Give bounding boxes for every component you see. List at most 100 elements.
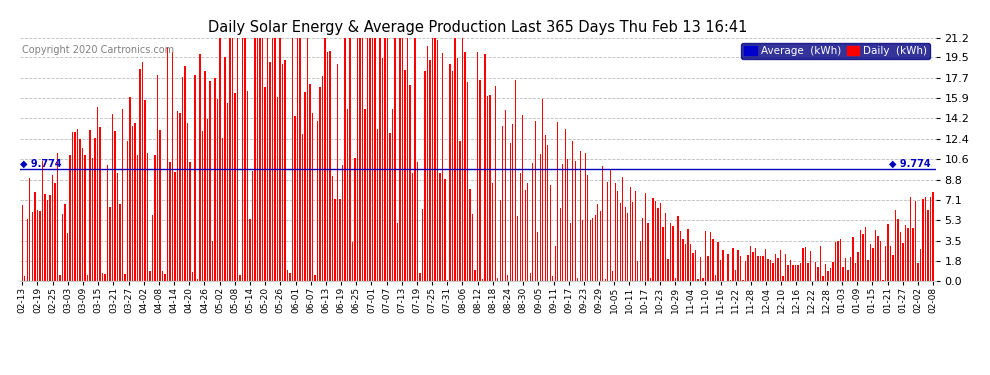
Bar: [913, 228, 914, 281]
Bar: [332, 176, 334, 281]
Bar: [562, 164, 563, 281]
Bar: [264, 87, 265, 281]
Bar: [452, 71, 453, 281]
Bar: [877, 236, 879, 281]
Bar: [66, 233, 68, 281]
Bar: [289, 273, 291, 281]
Bar: [34, 192, 36, 281]
Bar: [45, 194, 46, 281]
Bar: [140, 69, 141, 281]
Bar: [497, 278, 498, 281]
Bar: [692, 253, 694, 281]
Bar: [179, 113, 180, 281]
Bar: [757, 256, 758, 281]
Bar: [733, 248, 734, 281]
Bar: [427, 46, 429, 281]
Bar: [59, 276, 60, 281]
Bar: [37, 210, 38, 281]
Bar: [242, 38, 244, 281]
Bar: [649, 278, 651, 281]
Bar: [402, 38, 403, 281]
Bar: [294, 116, 296, 281]
Bar: [590, 220, 591, 281]
Bar: [930, 197, 932, 281]
Bar: [420, 273, 421, 281]
Bar: [595, 215, 596, 281]
Bar: [840, 238, 842, 281]
Bar: [135, 123, 136, 281]
Bar: [392, 109, 393, 281]
Bar: [630, 187, 631, 281]
Bar: [51, 175, 53, 281]
Bar: [674, 278, 676, 281]
Bar: [269, 62, 270, 281]
Bar: [261, 38, 263, 281]
Bar: [592, 218, 593, 281]
Bar: [462, 38, 463, 281]
Bar: [828, 271, 829, 281]
Bar: [627, 213, 629, 281]
Bar: [54, 183, 55, 281]
Bar: [159, 130, 160, 281]
Bar: [640, 241, 641, 281]
Bar: [847, 270, 848, 281]
Bar: [507, 274, 509, 281]
Bar: [862, 234, 863, 281]
Bar: [695, 249, 696, 281]
Bar: [577, 278, 578, 281]
Bar: [397, 223, 398, 281]
Bar: [89, 130, 90, 281]
Bar: [740, 256, 742, 281]
Bar: [720, 260, 721, 281]
Bar: [124, 274, 126, 281]
Bar: [615, 183, 616, 281]
Bar: [654, 201, 656, 281]
Bar: [710, 232, 711, 281]
Bar: [287, 270, 288, 281]
Bar: [910, 197, 911, 281]
Bar: [32, 212, 33, 281]
Bar: [635, 192, 636, 281]
Bar: [754, 248, 756, 281]
Bar: [557, 122, 558, 281]
Bar: [422, 209, 424, 281]
Bar: [505, 110, 506, 281]
Bar: [410, 86, 411, 281]
Bar: [189, 162, 191, 281]
Bar: [815, 262, 816, 281]
Bar: [279, 38, 281, 281]
Bar: [597, 204, 599, 281]
Bar: [87, 275, 88, 281]
Bar: [192, 272, 193, 281]
Bar: [685, 244, 686, 281]
Bar: [79, 139, 80, 281]
Bar: [520, 173, 521, 281]
Bar: [527, 183, 529, 281]
Bar: [56, 153, 58, 281]
Bar: [430, 60, 431, 281]
Bar: [587, 175, 588, 281]
Bar: [742, 280, 743, 281]
Bar: [659, 203, 661, 281]
Bar: [762, 256, 763, 281]
Bar: [825, 264, 826, 281]
Bar: [171, 52, 173, 281]
Bar: [644, 193, 646, 281]
Bar: [479, 80, 481, 281]
Bar: [664, 213, 666, 281]
Bar: [251, 171, 253, 281]
Bar: [554, 246, 556, 281]
Bar: [770, 260, 771, 281]
Bar: [844, 258, 846, 281]
Bar: [237, 38, 239, 281]
Bar: [915, 201, 916, 281]
Legend: Average  (kWh), Daily  (kWh): Average (kWh), Daily (kWh): [742, 43, 931, 59]
Bar: [559, 209, 561, 281]
Bar: [712, 239, 714, 281]
Bar: [625, 207, 626, 281]
Bar: [320, 87, 321, 281]
Bar: [382, 58, 383, 281]
Bar: [549, 185, 550, 281]
Bar: [867, 260, 868, 281]
Bar: [620, 203, 621, 281]
